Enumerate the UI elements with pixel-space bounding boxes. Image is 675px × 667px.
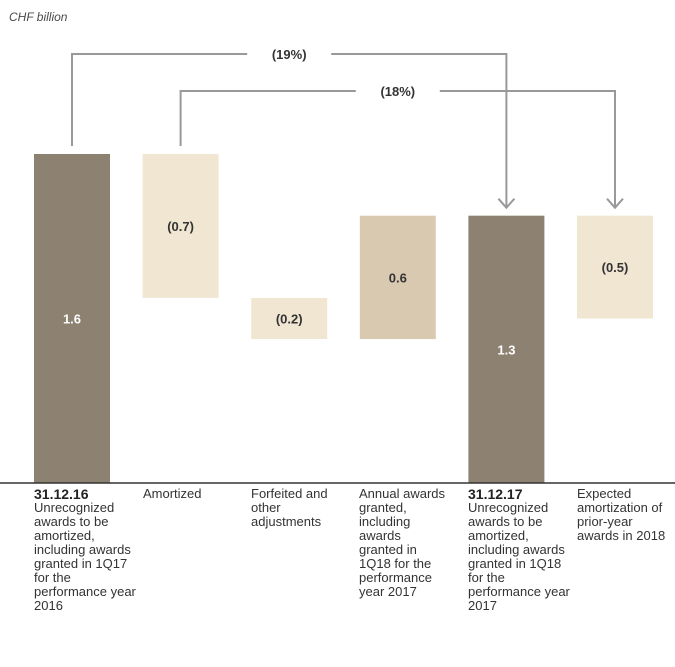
change-percent-label: (18%) bbox=[380, 84, 415, 99]
bar-value-label: (0.7) bbox=[167, 219, 194, 234]
bar-balance bbox=[34, 154, 110, 483]
category-text: Expected amortization of prior-year awar… bbox=[577, 486, 666, 543]
connector-line bbox=[439, 90, 616, 208]
arrow-head-icon bbox=[606, 198, 624, 210]
bar-reduction bbox=[251, 297, 328, 340]
category-text: Forfeited and other adjustments bbox=[251, 486, 328, 529]
bar-value-label: (0.5) bbox=[602, 260, 629, 275]
category-text: Unrecognized awards to be amortized, inc… bbox=[468, 500, 570, 613]
change-percent-label: (19%) bbox=[272, 47, 307, 62]
category-date: 31.12.16 bbox=[34, 486, 89, 502]
category-label: Amortized bbox=[143, 487, 233, 501]
change-connectors: (19%) (18%) bbox=[71, 47, 624, 210]
category-date: 31.12.17 bbox=[468, 486, 523, 502]
category-text: Annual awards granted, including awards … bbox=[359, 486, 445, 599]
bar-reduction bbox=[577, 215, 653, 319]
bar-value-label: 0.6 bbox=[389, 270, 407, 285]
category-label: Annual awards granted, including awards … bbox=[359, 487, 445, 599]
bar-value-label: 1.3 bbox=[497, 342, 515, 357]
category-label: Forfeited and other adjustments bbox=[251, 487, 341, 529]
category-text: Amortized bbox=[143, 486, 202, 501]
connector-line bbox=[179, 90, 356, 146]
category-label: Expected amortization of prior-year awar… bbox=[577, 487, 673, 543]
bars: 1.6 (0.7) (0.2) 0.6 1.3 (0.5) bbox=[34, 154, 653, 483]
connector-line bbox=[331, 53, 508, 208]
connector-line bbox=[71, 53, 248, 146]
unit-label: CHF billion bbox=[9, 10, 68, 24]
arrow-head-icon bbox=[497, 198, 516, 210]
bar-value-label: (0.2) bbox=[276, 312, 303, 327]
bar-value-label: 1.6 bbox=[63, 312, 81, 327]
category-label: 31.12.16 Unrecognized awards to be amort… bbox=[34, 487, 146, 613]
bar-addition bbox=[359, 215, 436, 340]
category-label: 31.12.17 Unrecognized awards to be amort… bbox=[468, 487, 580, 613]
bar-balance bbox=[468, 215, 545, 483]
bar-reduction bbox=[142, 154, 219, 298]
category-text: Unrecognized awards to be amortized, inc… bbox=[34, 500, 136, 613]
